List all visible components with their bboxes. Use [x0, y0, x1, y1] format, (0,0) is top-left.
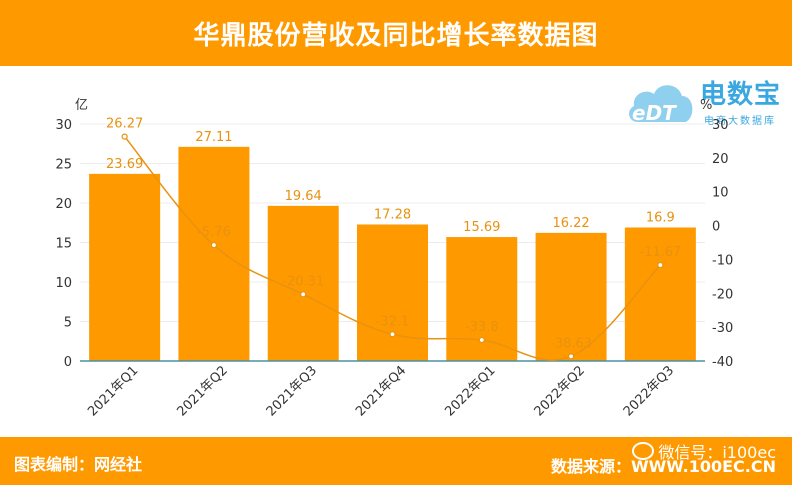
x-tick-label: 2021年Q3: [264, 363, 320, 419]
y-right-tick-label: -20: [712, 287, 733, 302]
bar: [357, 224, 428, 361]
x-tick-label: 2022年Q1: [442, 363, 498, 419]
growth-point: [300, 291, 307, 298]
growth-value-label: -32.1: [376, 314, 410, 329]
chart-title: 华鼎股份营收及同比增长率数据图: [193, 20, 599, 51]
bar-value-label: 16.9: [646, 210, 675, 225]
growth-value-label: -38.63: [550, 336, 592, 351]
y-left-tick-label: 0: [64, 355, 72, 370]
x-tick-label: 2021年Q1: [85, 363, 141, 419]
growth-point: [210, 241, 218, 249]
y-right-tick-label: -30: [712, 321, 733, 336]
wechat-id: 微信号：i100ec: [632, 439, 776, 463]
y-left-tick-label: 10: [55, 276, 72, 291]
y-right-tick-label: -10: [712, 253, 733, 268]
x-tick-label: 2021年Q2: [174, 363, 230, 419]
data-source: 数据来源：WWW.100EC.CN: [550, 457, 776, 476]
y-left-tick-label: 15: [55, 237, 72, 252]
bar-value-label: 16.22: [552, 216, 589, 231]
x-tick-label: 2022年Q2: [532, 363, 588, 419]
bar: [89, 173, 161, 361]
wechat-icon: [632, 442, 655, 460]
bar-value-label: 23.69: [106, 157, 143, 172]
header-bar: 华鼎股份营收及同比增长率数据图: [0, 0, 792, 66]
growth-value-label: -5.76: [197, 225, 231, 240]
growth-point: [478, 336, 485, 344]
logo-name: 电数宝: [700, 80, 782, 110]
edt-logo: eDT 电数宝 电商大数据库: [624, 72, 789, 134]
y-right-unit: %: [700, 98, 712, 113]
y-right-tick-label: -40: [712, 355, 733, 370]
bar-value-label: 27.11: [195, 130, 232, 145]
growth-value-label: 26.27: [106, 117, 143, 132]
growth-point: [389, 331, 396, 338]
growth-value-label: -11.67: [639, 245, 681, 260]
y-left-tick-label: 5: [64, 316, 72, 331]
bar: [178, 146, 250, 361]
logo-cloud-text: eDT: [632, 101, 677, 125]
growth-point: [657, 261, 664, 269]
wechat-text: 微信号：i100ec: [658, 443, 776, 462]
x-tick-label: 2021年Q4: [353, 363, 409, 419]
logo-subtitle: 电商大数据库: [704, 116, 776, 127]
y-right-tick-label: 10: [712, 186, 729, 201]
chart-author: 图表编制：网经社: [14, 455, 143, 474]
y-right-tick-label: 30: [712, 118, 729, 133]
bar-value-label: 17.28: [374, 207, 411, 222]
growth-point: [567, 353, 575, 360]
y-left-tick-label: 30: [55, 118, 72, 133]
x-tick-label: 2022年Q3: [621, 363, 677, 419]
y-left-unit: 亿: [75, 98, 88, 113]
bar-value-label: 19.64: [285, 189, 322, 204]
y-left-tick-label: 25: [55, 158, 72, 173]
y-right-tick-label: 0: [712, 220, 720, 235]
footer-bar: 图表编制：网经社 数据来源：WWW.100EC.CN: [0, 437, 792, 485]
y-right-tick-label: 20: [712, 152, 729, 167]
cloud-logo-icon: eDT: [629, 85, 693, 125]
y-left-tick-label: 20: [55, 197, 72, 212]
bar-value-label: 15.69: [463, 220, 500, 235]
growth-point: [121, 133, 128, 140]
growth-value-label: -33.8: [465, 320, 499, 335]
growth-value-label: -20.31: [282, 274, 324, 289]
